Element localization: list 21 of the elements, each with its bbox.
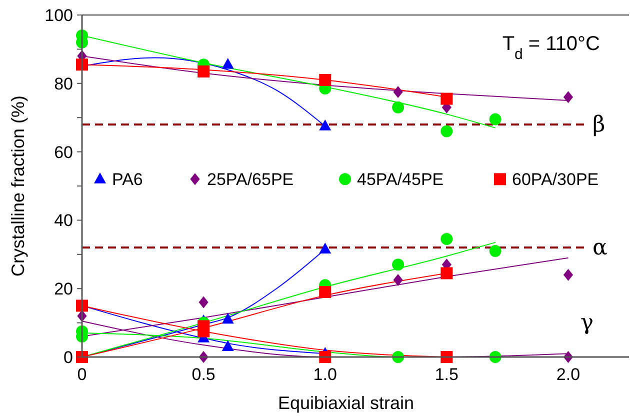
y-axis-title: Crystalline fraction (%) (8, 95, 28, 277)
x-tick-label: 1.0 (313, 365, 337, 384)
y-tick-label: 80 (54, 74, 73, 94)
y-tick-label: 60 (54, 142, 73, 162)
legend-label: PA6 (112, 170, 143, 190)
x-tick-label: 2.0 (556, 365, 580, 384)
x-tick-label: 0 (77, 365, 87, 384)
y-tick-label: 0 (64, 348, 73, 367)
legend-label: 45PA/45PE (357, 170, 444, 190)
legend-label: 25PA/65PE (207, 170, 294, 190)
y-tick-label: 100 (44, 6, 73, 25)
legend-label: 60PA/30PE (512, 170, 599, 190)
ref-line-label: α (592, 236, 608, 261)
annotation: γ (580, 310, 594, 336)
ref-line-label: β (592, 112, 606, 138)
x-tick-label: 0.5 (192, 365, 216, 384)
x-tick-label: 1.5 (434, 365, 458, 384)
y-tick-label: 40 (54, 211, 73, 230)
x-axis-title: Equibiaxial strain (278, 393, 414, 413)
y-tick-label: 20 (54, 280, 73, 299)
annotation: T$_{d}$ = 110°C (502, 33, 600, 62)
